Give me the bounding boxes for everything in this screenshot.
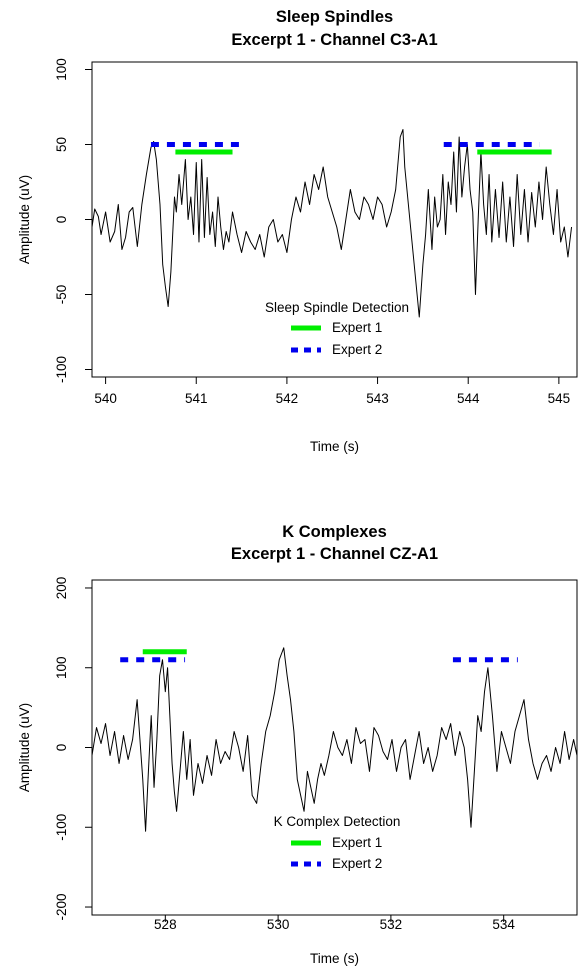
chart2-subtitle: Excerpt 1 - Channel CZ-A1 <box>231 545 438 563</box>
chart1-title: Sleep Spindles <box>276 8 393 26</box>
chart2-y-tick-label: 100 <box>54 656 69 679</box>
chart2-x-tick-label: 534 <box>492 917 515 932</box>
chart2-x-tick-label: 530 <box>267 917 290 932</box>
chart2-x-tick-label: 532 <box>380 917 403 932</box>
chart1-legend-title: Sleep Spindle Detection <box>265 300 409 315</box>
chart1-x-tick-label: 541 <box>185 391 208 406</box>
chart1-legend-entry: Expert 1 <box>332 320 382 335</box>
chart1-legend-entry: Expert 2 <box>332 342 382 357</box>
chart2-legend-entry: Expert 2 <box>332 856 382 871</box>
chart2-signal-line <box>91 647 578 832</box>
chart1-y-tick-label: 50 <box>54 137 69 152</box>
chart2-y-axis-label: Amplitude (uV) <box>17 703 32 792</box>
chart2-y-tick-label: 200 <box>54 577 69 600</box>
chart1-y-axis-label: Amplitude (uV) <box>17 175 32 264</box>
chart1-x-tick-label: 543 <box>366 391 389 406</box>
chart2-x-tick-label: 528 <box>154 917 177 932</box>
chart1-x-axis-label: Time (s) <box>310 439 359 454</box>
chart2-x-axis-label: Time (s) <box>310 951 359 966</box>
chart1-y-tick-label: 0 <box>54 216 69 224</box>
chart2-legend-title: K Complex Detection <box>274 814 401 829</box>
chart1-signal-line <box>91 129 573 318</box>
chart2-y-tick-label: 0 <box>54 744 69 752</box>
chart1-x-tick-label: 545 <box>548 391 571 406</box>
chart1-x-tick-label: 544 <box>457 391 480 406</box>
chart2-title: K Complexes <box>282 523 387 541</box>
chart1-y-tick-label: -100 <box>54 356 69 383</box>
chart1-y-tick-label: -50 <box>54 285 69 305</box>
chart1-x-tick-label: 540 <box>94 391 117 406</box>
chart1-subtitle: Excerpt 1 - Channel C3-A1 <box>231 31 437 49</box>
chart2-y-tick-label: -200 <box>54 894 69 921</box>
chart1-x-tick-label: 542 <box>276 391 299 406</box>
chart1-y-tick-label: 100 <box>54 58 69 81</box>
chart2-legend-entry: Expert 1 <box>332 835 382 850</box>
chart2-y-tick-label: -100 <box>54 814 69 841</box>
